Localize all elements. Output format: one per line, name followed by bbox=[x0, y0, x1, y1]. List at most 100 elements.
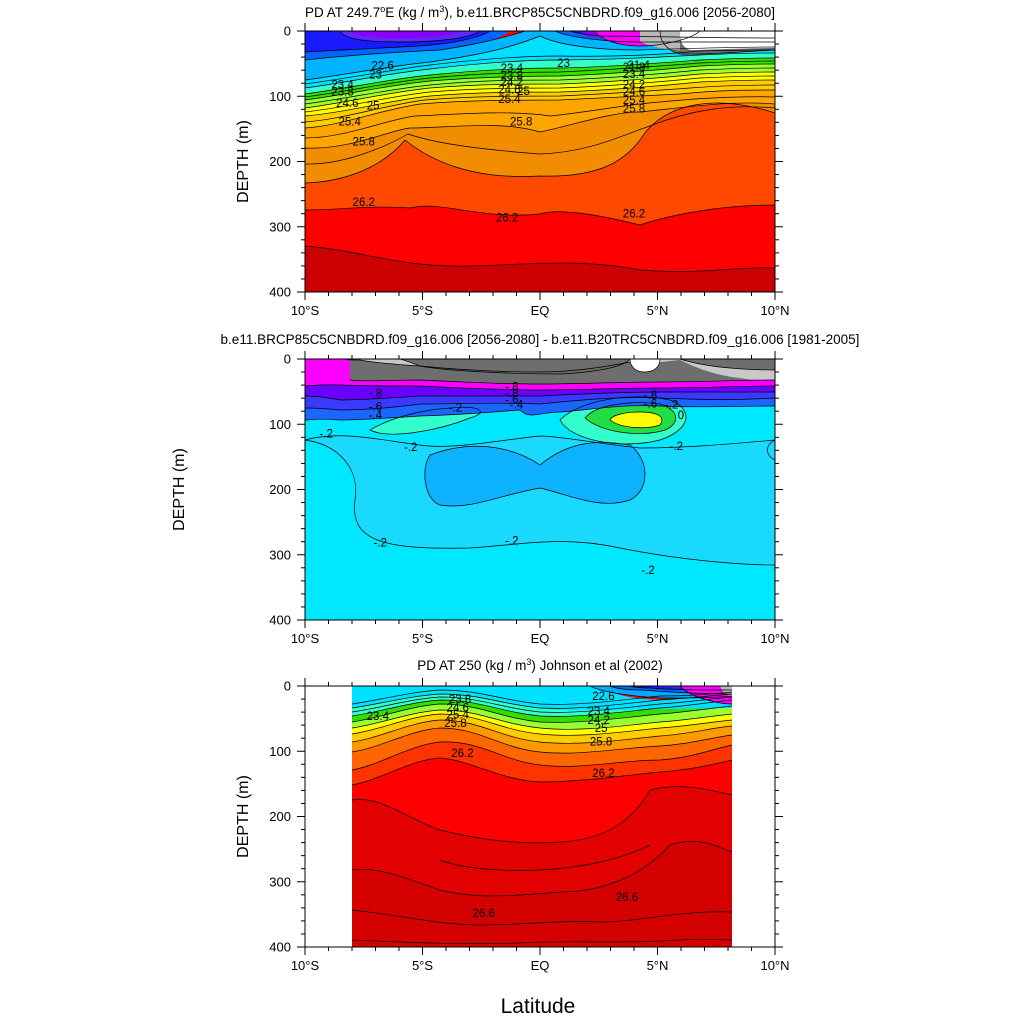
y-tick-label: 200 bbox=[269, 482, 291, 497]
contour-label: 24.6 bbox=[498, 85, 520, 97]
panel-3-axes: 10°S 5°S EQ 5°N 10°N 0 100 200 300 400 DEPTH (m) bbox=[235, 678, 790, 973]
contour-label: 25.4 bbox=[447, 710, 470, 722]
contour-label: 23.8 bbox=[449, 694, 471, 706]
contour-label: -.8 bbox=[505, 381, 518, 393]
y-tick-label: 400 bbox=[269, 285, 291, 300]
contour-label: -.8 bbox=[644, 390, 657, 402]
x-tick-label: EQ bbox=[531, 303, 550, 318]
y-tick-label: 300 bbox=[269, 219, 291, 234]
contour-label: 23.4 bbox=[331, 80, 354, 92]
contour-label: -.2 bbox=[665, 400, 678, 412]
contour-label: 21.4 bbox=[628, 60, 651, 72]
contour-label: -.8 bbox=[505, 388, 518, 400]
y-tick-label: 400 bbox=[269, 613, 291, 628]
panel-1-axes: 10°S 5°S EQ 5°N 10°N 0 100 200 300 400 DEPTH (m) bbox=[235, 23, 790, 318]
panel-3: PD AT 250 (kg / m3) Johnson et al (2002) bbox=[235, 657, 790, 973]
contour-label: 24.2 bbox=[623, 80, 645, 92]
contour-label: 23.4 bbox=[623, 69, 646, 81]
contour-label: 25.4 bbox=[338, 117, 361, 129]
x-tick-label: EQ bbox=[531, 631, 550, 646]
contour-label: 26.2 bbox=[353, 197, 375, 209]
x-tick-label: 5°S bbox=[412, 303, 433, 318]
contour-label: -.6 bbox=[644, 398, 657, 410]
contour-label: 25.8 bbox=[353, 136, 375, 148]
contour-label: -.2 bbox=[449, 402, 462, 414]
x-tick-label: 10°N bbox=[760, 958, 789, 973]
contour-label: -.6 bbox=[369, 402, 382, 414]
contour-label: 24.2 bbox=[501, 77, 523, 89]
x-tick-label: EQ bbox=[531, 958, 550, 973]
contour-label: -.2 bbox=[505, 535, 518, 547]
y-axis-label: DEPTH (m) bbox=[171, 448, 188, 531]
panel-1-title: PD AT 249.7oE (kg / m3), b.e11.BRCP85C5C… bbox=[305, 4, 775, 20]
contour-label: 26.2 bbox=[451, 748, 473, 760]
contour-label: 22.6 bbox=[592, 691, 614, 703]
contour-label: -.4 bbox=[510, 400, 524, 412]
contour-label: 23.8 bbox=[501, 70, 523, 82]
contour-label: 0 bbox=[678, 410, 684, 422]
panel-1-shading bbox=[305, 31, 775, 292]
contour-label: 25.8 bbox=[444, 718, 466, 730]
contour-label: 26.2 bbox=[592, 768, 614, 780]
y-tick-label: 200 bbox=[269, 154, 291, 169]
contour-label: 26.6 bbox=[616, 892, 638, 904]
contour-label: -.2 bbox=[404, 442, 417, 454]
y-tick-label: 0 bbox=[284, 24, 291, 39]
contour-label: 26.2 bbox=[623, 209, 645, 221]
y-tick-label: 0 bbox=[284, 352, 291, 367]
contour-label: -.6 bbox=[505, 394, 518, 406]
contour-label: -.2 bbox=[641, 565, 654, 577]
x-axis-label: Latitude bbox=[501, 995, 576, 1018]
x-tick-label: 5°S bbox=[412, 958, 433, 973]
contour-label: 25.4 bbox=[623, 95, 646, 107]
x-tick-label: 5°N bbox=[647, 303, 669, 318]
y-tick-label: 100 bbox=[269, 744, 291, 759]
panel-3-shading bbox=[351, 686, 733, 947]
contour-label: 23.8 bbox=[331, 87, 353, 99]
contour-label: 26.6 bbox=[472, 908, 494, 920]
contour-label: 22.6 bbox=[371, 61, 393, 73]
contour-label: 25 bbox=[595, 723, 608, 735]
x-tick-label: 10°S bbox=[291, 303, 320, 318]
x-tick-label: 10°S bbox=[291, 631, 320, 646]
contour-label: 25.8 bbox=[590, 736, 612, 748]
y-tick-label: 300 bbox=[269, 874, 291, 889]
x-tick-label: 5°N bbox=[647, 631, 669, 646]
contour-label: 25.8 bbox=[510, 117, 532, 129]
y-tick-label: 0 bbox=[284, 679, 291, 694]
contour-label: 24.6 bbox=[336, 98, 358, 110]
y-axis-label: DEPTH (m) bbox=[235, 120, 252, 203]
panel-3-title: PD AT 250 (kg / m3) Johnson et al (2002) bbox=[417, 657, 662, 673]
contour-label: 24.6 bbox=[623, 87, 645, 99]
contour-label: -.2 bbox=[670, 441, 683, 453]
x-tick-label: 10°N bbox=[760, 631, 789, 646]
panel-2: b.e11.BRCP85C5CNBDRD.f09_g16.006 [2056-2… bbox=[171, 332, 859, 646]
x-tick-label: 10°S bbox=[291, 958, 320, 973]
x-tick-label: 5°N bbox=[647, 958, 669, 973]
panel-2-title: b.e11.BRCP85C5CNBDRD.f09_g16.006 [2056-2… bbox=[221, 332, 860, 347]
contour-label: -.4 bbox=[369, 410, 383, 422]
contour-label: -.2 bbox=[319, 428, 332, 440]
panel-2-axes: 10°S 5°S EQ 5°N 10°N 0 100 200 300 400 DEPTH (m) bbox=[171, 351, 790, 646]
contour-label: 23.4 bbox=[588, 706, 611, 718]
y-tick-label: 200 bbox=[269, 809, 291, 824]
contour-label: -.2 bbox=[373, 537, 386, 549]
contour-label: 25 bbox=[367, 100, 380, 112]
panel-3-contour-labels: 23.423.824.625.425.826.226.622.623.424.2… bbox=[367, 691, 638, 920]
contour-label: 24.2 bbox=[588, 715, 610, 727]
y-axis-label: DEPTH (m) bbox=[235, 775, 252, 858]
panel-2-shading bbox=[305, 359, 775, 620]
x-tick-label: 5°S bbox=[412, 631, 433, 646]
y-tick-label: 100 bbox=[269, 89, 291, 104]
contour-label: 25.8 bbox=[623, 104, 645, 116]
contour-label: 23.4 bbox=[501, 63, 524, 75]
contour-label: 21.8 bbox=[623, 62, 645, 74]
contour-label: 24.6 bbox=[447, 703, 469, 715]
panel-1: PD AT 249.7oE (kg / m3), b.e11.BRCP85C5C… bbox=[235, 4, 790, 318]
x-tick-label: 10°N bbox=[760, 303, 789, 318]
contour-label: 23 bbox=[369, 70, 382, 82]
y-tick-label: 100 bbox=[269, 417, 291, 432]
panel-2-contour-labels: -.8-.6-.4-.2-.2-.2-.8-.8-.6-.4-.8-.6 -.20… bbox=[319, 381, 684, 576]
